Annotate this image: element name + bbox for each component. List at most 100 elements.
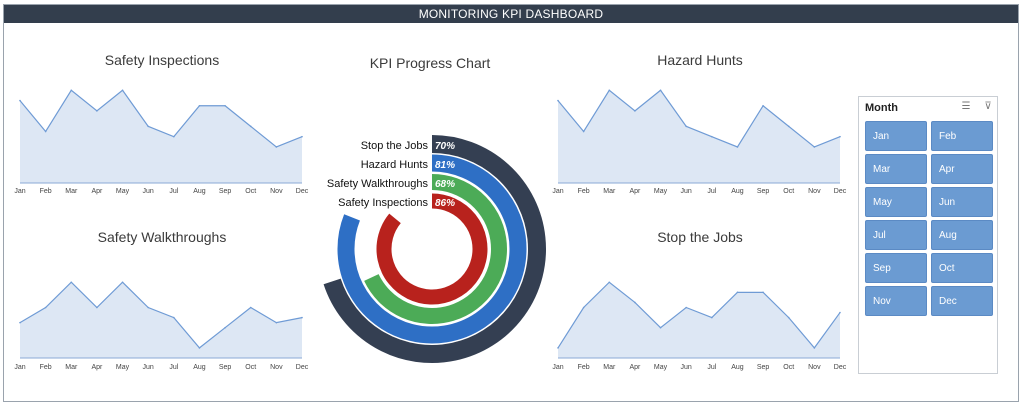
x-tick-label: Apr [629,364,641,371]
x-tick-label: Sep [757,188,770,195]
month-slicer[interactable]: Month ☰ ⊽ Jan Feb Mar Apr May Jun Jul Au… [858,96,998,374]
slicer-item-dec[interactable]: Dec [931,286,993,316]
progress-arc [364,174,507,324]
chart-title-hazard-hunts: Hazard Hunts [657,52,743,68]
data-point [249,125,252,128]
data-point [634,301,636,304]
progress-value-label: 68% [435,179,455,190]
multi-select-icon[interactable]: ☰ [961,101,971,112]
data-point [736,291,739,294]
data-point [711,135,713,138]
clear-filter-icon[interactable]: ⊽ [984,101,992,112]
x-tick-label: Jan [14,188,25,195]
x-tick-label: Mar [65,364,78,371]
data-point [634,110,636,112]
data-point [736,146,739,148]
slicer-item-feb[interactable]: Feb [931,121,993,151]
slicer-item-sep[interactable]: Sep [865,253,927,283]
data-point [44,306,47,309]
slicer-item-jul[interactable]: Jul [865,220,927,250]
slicer-item-apr[interactable]: Apr [931,154,993,184]
data-point [147,125,149,128]
chart-title-stop-the-jobs: Stop the Jobs [657,229,743,245]
data-point [301,316,303,319]
x-tick-label: Feb [40,188,52,195]
x-tick-label: Jun [143,364,154,371]
x-tick-label: May [654,364,668,371]
data-point [839,135,841,138]
data-point [557,99,559,102]
x-tick-label: Nov [270,364,283,371]
progress-arc [337,154,527,344]
progress-series-label: Hazard Hunts [361,159,429,171]
x-tick-label: Jul [169,188,178,195]
slicer-item-mar[interactable]: Mar [865,154,927,184]
slicer-item-nov[interactable]: Nov [865,286,927,316]
slicer-item-jan[interactable]: Jan [865,121,927,151]
data-point [582,130,585,133]
progress-series-label: Safety Inspections [338,197,428,209]
x-tick-label: Nov [808,188,821,195]
x-tick-label: Aug [731,364,744,371]
x-tick-label: Nov [270,188,283,195]
area-line [557,89,841,148]
progress-series-label: Stop the Jobs [361,140,429,152]
x-tick-label: Sep [219,188,232,195]
x-tick-label: Aug [193,364,206,371]
data-point [249,306,252,309]
data-point [19,321,21,324]
data-point [173,316,175,319]
data-point [762,291,764,294]
x-tick-label: Oct [245,364,256,371]
area-fill [20,90,302,183]
x-tick-label: Feb [578,364,590,371]
data-point [275,146,278,148]
data-point [121,281,124,284]
x-tick-label: Sep [219,364,232,371]
x-tick-label: Oct [783,188,794,195]
x-tick-label: Apr [91,364,103,371]
data-point [608,89,611,92]
slicer-item-jun[interactable]: Jun [931,187,993,217]
data-point [19,99,21,102]
slicer-item-oct[interactable]: Oct [931,253,993,283]
area-line [19,281,303,349]
data-point [787,125,790,128]
dashboard-title: MONITORING KPI DASHBOARD [4,5,1018,23]
x-tick-label: Dec [296,364,309,371]
x-tick-label: Nov [808,364,821,371]
data-point [582,306,585,309]
x-tick-label: Mar [603,188,616,195]
x-tick-label: May [654,188,668,195]
area-fill [558,282,840,358]
data-point [659,326,662,329]
area-fill [558,90,840,183]
area-line [19,89,303,148]
x-tick-label: Sep [757,364,770,371]
x-tick-label: Jun [681,188,692,195]
area-fill [20,282,302,358]
x-tick-label: Jul [707,188,716,195]
x-tick-label: Dec [834,188,847,195]
slicer-item-may[interactable]: May [865,187,927,217]
x-tick-label: Oct [245,188,256,195]
x-tick-label: Dec [296,188,309,195]
x-tick-label: Jun [681,364,692,371]
area-line [557,281,841,349]
data-point [275,321,278,324]
x-tick-label: May [116,188,130,195]
x-tick-label: May [116,364,130,371]
data-point [224,104,226,107]
data-point [711,316,713,319]
x-tick-label: Dec [834,364,847,371]
data-point [608,281,611,284]
data-point [70,281,73,284]
progress-value-label: 70% [435,141,455,152]
slicer-header: Month [865,102,898,114]
slicer-item-aug[interactable]: Aug [931,220,993,250]
data-point [762,104,764,107]
